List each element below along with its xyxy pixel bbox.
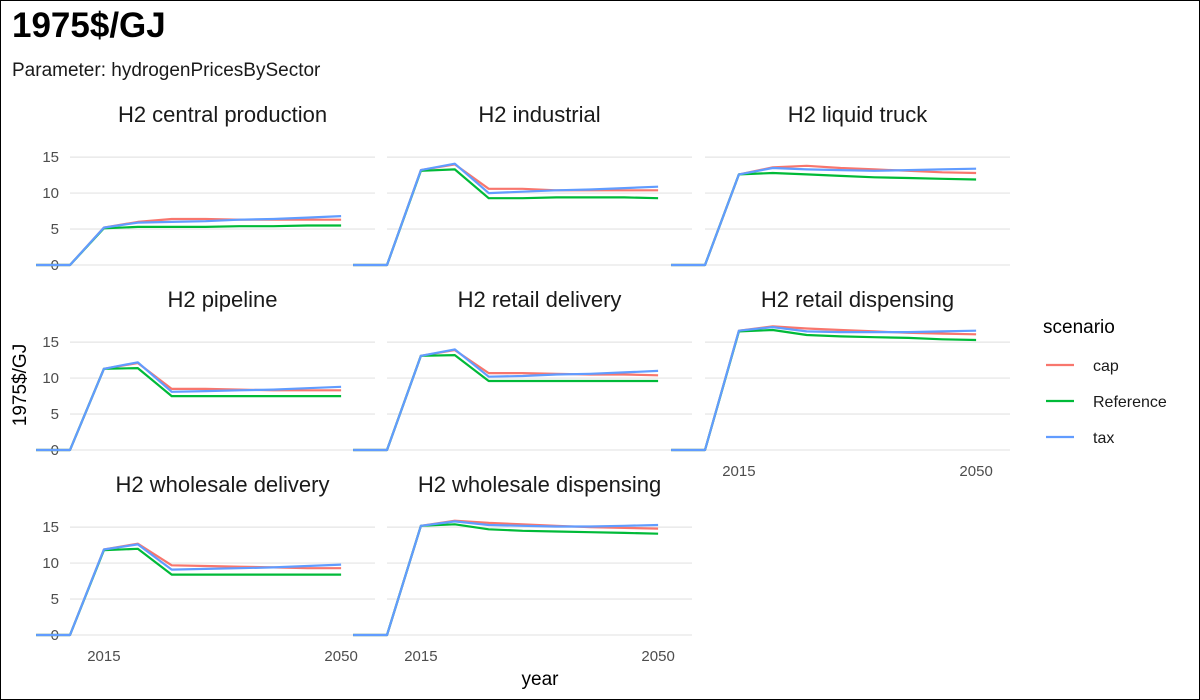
x-tick-label: 2015 <box>404 648 437 665</box>
panel-title: H2 liquid truck <box>788 102 928 127</box>
panel-3: H2 liquid truck <box>671 102 1010 267</box>
y-axis-title: 1975$/GJ <box>10 344 31 426</box>
x-tick-label: 2050 <box>641 648 674 665</box>
series-line-tax <box>671 326 977 452</box>
series-line-reference <box>671 328 977 452</box>
series-line-cap <box>353 519 659 637</box>
panel-title: H2 wholesale dispensing <box>418 472 661 497</box>
y-tick-label: 5 <box>51 591 59 608</box>
series-line-tax <box>36 361 342 452</box>
x-tick-label: 2050 <box>959 463 992 480</box>
legend: scenario cap Reference tax <box>1043 317 1167 447</box>
panel-5: H2 retail delivery <box>353 287 692 452</box>
series-line-tax <box>353 520 659 637</box>
y-tick-label: 10 <box>42 185 59 202</box>
panel-8: H2 wholesale dispensing 2015 2050 <box>353 472 692 665</box>
panel-title: H2 retail dispensing <box>761 287 954 312</box>
series-line-cap <box>671 164 977 267</box>
legend-title: scenario <box>1043 317 1115 338</box>
series-line-tax <box>36 543 342 637</box>
x-tick-label: 2015 <box>722 463 755 480</box>
panel-title: H2 retail delivery <box>458 287 622 312</box>
legend-label-cap: cap <box>1093 358 1119 375</box>
series-line-cap <box>671 325 977 452</box>
series-line-cap <box>353 163 659 267</box>
series-line-reference <box>353 354 659 452</box>
series-line-tax <box>353 348 659 452</box>
panel-title: H2 wholesale delivery <box>116 472 330 497</box>
legend-label-tax: tax <box>1093 430 1114 447</box>
series-line-reference <box>36 224 342 267</box>
series-line-reference <box>353 523 659 637</box>
panel-title: H2 pipeline <box>167 287 277 312</box>
series-line-cap <box>36 361 342 452</box>
series-line-reference <box>353 168 659 267</box>
series-line-tax <box>353 162 659 267</box>
panel-2: H2 industrial <box>353 102 692 267</box>
x-axis-title: year <box>522 669 560 690</box>
legend-label-reference: Reference <box>1093 394 1167 411</box>
page-subtitle: Parameter: hydrogenPricesBySector <box>12 60 321 81</box>
panel-title: H2 central production <box>118 102 327 127</box>
series-line-reference <box>671 171 977 267</box>
series-line-tax <box>671 166 977 267</box>
y-tick-label: 10 <box>42 555 59 572</box>
series-line-cap <box>353 349 659 452</box>
y-tick-label: 15 <box>42 149 59 166</box>
y-tick-label: 5 <box>51 406 59 423</box>
x-tick-label: 2015 <box>87 648 120 665</box>
y-tick-label: 15 <box>42 519 59 536</box>
panel-title: H2 industrial <box>478 102 600 127</box>
page-title: 1975$/GJ <box>12 6 166 45</box>
series-line-reference <box>36 547 342 637</box>
series-line-tax <box>36 215 342 267</box>
panel-6: H2 retail dispensing 2015 2050 <box>671 287 1010 480</box>
y-tick-label: 5 <box>51 221 59 238</box>
series-line-cap <box>36 542 342 637</box>
y-tick-label: 10 <box>42 370 59 387</box>
series-line-reference <box>36 367 342 452</box>
x-tick-label: 2050 <box>324 648 357 665</box>
y-tick-label: 15 <box>42 334 59 351</box>
